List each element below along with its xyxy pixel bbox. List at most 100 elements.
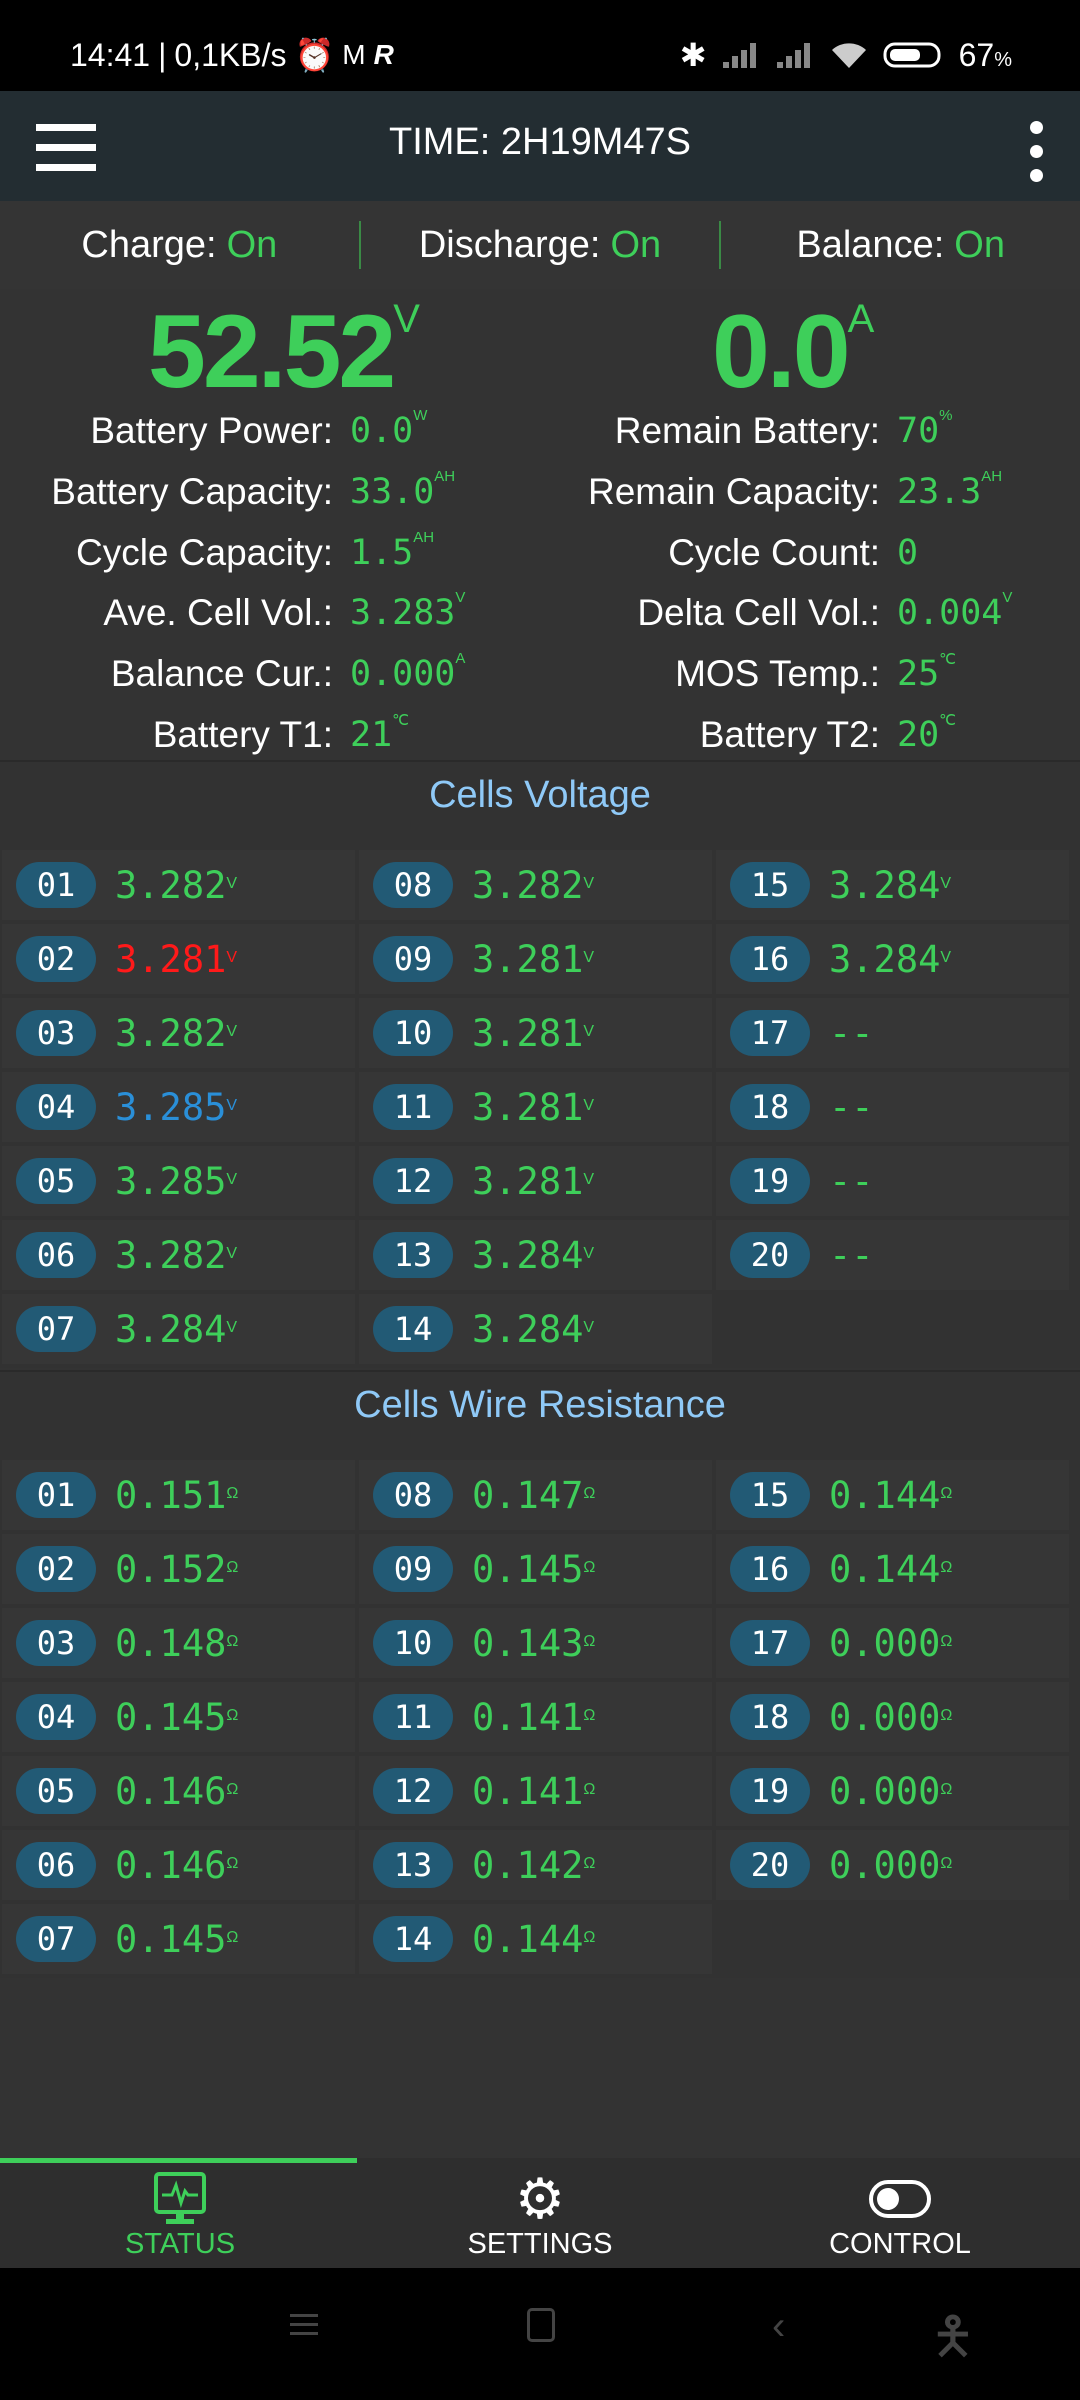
cell-item: 03 3.282V: [2, 998, 355, 1068]
unit: Ω: [226, 1707, 239, 1724]
unit: V: [226, 1245, 238, 1262]
menu-icon[interactable]: [36, 124, 96, 171]
cell-number-badge: 20: [730, 1842, 810, 1888]
unit: Ω: [226, 1559, 239, 1576]
unit: Ω: [226, 1929, 239, 1946]
app-bar: TIME: 2H19M47S: [0, 91, 1080, 201]
stat-label: Battery Power:: [90, 410, 333, 451]
unit: V: [226, 949, 238, 966]
section-title: Cells Wire Resistance: [354, 1384, 726, 1426]
cell-value: 3.281V: [472, 1160, 595, 1203]
cell-number-badge: 19: [730, 1158, 810, 1204]
cell-value: 0.144Ω: [829, 1548, 953, 1591]
cell-item: 08 0.147Ω: [359, 1460, 712, 1530]
cell-item: 19 0.000Ω: [716, 1756, 1069, 1826]
unit: V: [226, 1023, 238, 1040]
clock: 14:41: [70, 36, 151, 73]
cell-value: 3.281V: [472, 938, 595, 981]
unit: W: [413, 407, 428, 424]
more-options-icon[interactable]: [1030, 121, 1050, 193]
cell-number-badge: 19: [730, 1768, 810, 1814]
cell-item: 19 --: [716, 1146, 1069, 1216]
unit: Ω: [226, 1781, 239, 1798]
bluetooth-icon: ✱: [679, 37, 707, 73]
cell-number-badge: 02: [16, 1546, 96, 1592]
battery-icon: [883, 42, 941, 68]
cell-value: 0.145Ω: [115, 1696, 239, 1739]
cell-number-badge: 18: [730, 1084, 810, 1130]
cell-value: 0.141Ω: [472, 1770, 596, 1813]
cell-number-badge: 11: [373, 1694, 453, 1740]
unit: V: [940, 949, 952, 966]
cell-number-badge: 14: [373, 1916, 453, 1962]
cell-item: 09 3.281V: [359, 924, 712, 994]
unit: V: [583, 1245, 595, 1262]
cell-value: 0.145Ω: [472, 1548, 596, 1591]
tab-label: CONTROL: [829, 2228, 971, 2260]
cell-value: 3.284V: [472, 1234, 595, 1277]
system-status-bar: 14:41 | 0,1KB/s ⏰ M R ✱ 67%: [0, 0, 1080, 91]
section-title: Cells Voltage: [429, 774, 651, 816]
cell-number-badge: 12: [373, 1158, 453, 1204]
cell-item: 01 0.151Ω: [2, 1460, 355, 1530]
home-button[interactable]: [527, 2308, 555, 2342]
stat-left-row: Balance Cur.: 0.000A: [0, 644, 466, 704]
unit: Ω: [940, 1633, 953, 1650]
recents-button[interactable]: [290, 2308, 318, 2341]
cell-number-badge: 03: [16, 1010, 96, 1056]
cell-item: 01 3.282V: [2, 850, 355, 920]
back-button[interactable]: ‹: [772, 2304, 786, 2348]
cell-number-badge: 13: [373, 1842, 453, 1888]
tab-settings[interactable]: ⚙ SETTINGS: [360, 2158, 720, 2268]
network-speed: 0,1KB/s: [174, 36, 287, 73]
battery-summary: 52.52V 0.0A Battery Power: 0.0W Battery Ca…: [0, 293, 1080, 758]
cell-number-badge: 16: [730, 1546, 810, 1592]
cell-value: --: [829, 1012, 874, 1055]
stat-value: 23.3AH: [897, 468, 1003, 512]
separator: |: [158, 36, 167, 73]
stat-value: 20℃: [897, 712, 957, 755]
stat-left-row: Cycle Capacity: 1.5AH: [0, 523, 434, 583]
gmail-icon: M: [342, 39, 366, 70]
cell-item: 05 3.285V: [2, 1146, 355, 1216]
cell-item: 18 --: [716, 1072, 1069, 1142]
cell-item: 08 3.282V: [359, 850, 712, 920]
cell-number-badge: 07: [16, 1306, 96, 1352]
cell-number-badge: 09: [373, 1546, 453, 1592]
unit: Ω: [583, 1485, 596, 1502]
tab-status[interactable]: STATUS: [0, 2158, 360, 2268]
cell-item: 04 3.285V: [2, 1072, 355, 1142]
cell-item: 14 3.284V: [359, 1294, 712, 1364]
accessibility-icon[interactable]: 🯅: [930, 2308, 976, 2366]
stat-label: Cycle Capacity:: [75, 532, 333, 573]
unit: V: [940, 875, 952, 892]
stat-right-row: Remain Capacity: 23.3AH: [0, 462, 1002, 522]
unit: Ω: [940, 1781, 953, 1798]
cell-item: 15 3.284V: [716, 850, 1069, 920]
tab-control[interactable]: CONTROL: [720, 2158, 1080, 2268]
unit: Ω: [583, 1707, 596, 1724]
cell-item: 05 0.146Ω: [2, 1756, 355, 1826]
cell-item: 16 3.284V: [716, 924, 1069, 994]
cell-number-badge: 09: [373, 936, 453, 982]
cell-value: 3.284V: [472, 1308, 595, 1351]
cell-value: 0.143Ω: [472, 1622, 596, 1665]
unit: Ω: [583, 1855, 596, 1872]
cell-item: 03 0.148Ω: [2, 1608, 355, 1678]
cell-number-badge: 17: [730, 1620, 810, 1666]
divider: [719, 221, 722, 269]
unit: AH: [413, 529, 435, 546]
stat-value: 21℃: [350, 712, 410, 755]
unit: V: [583, 1023, 595, 1040]
cell-number-badge: 15: [730, 1472, 810, 1518]
cell-number-badge: 17: [730, 1010, 810, 1056]
system-nav-bar: ‹ 🯅: [0, 2268, 1080, 2400]
cell-item: 17 --: [716, 998, 1069, 1068]
cell-item: 10 3.281V: [359, 998, 712, 1068]
cell-item: 09 0.145Ω: [359, 1534, 712, 1604]
r-app-icon: R: [373, 39, 394, 70]
unit: Ω: [226, 1633, 239, 1650]
cell-item: 11 0.141Ω: [359, 1682, 712, 1752]
unit: ℃: [939, 712, 957, 729]
unit: Ω: [583, 1633, 596, 1650]
